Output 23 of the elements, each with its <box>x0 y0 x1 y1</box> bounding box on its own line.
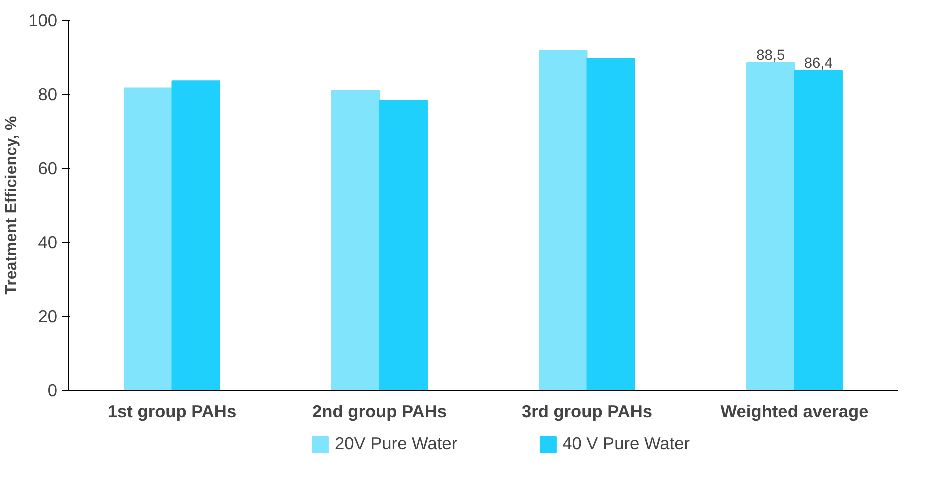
bar <box>539 50 588 390</box>
bar <box>172 80 220 390</box>
y-tick-label: 40 <box>38 232 58 252</box>
bar <box>379 100 428 390</box>
bar <box>332 90 380 390</box>
bar <box>794 70 843 390</box>
x-tick-label: 3rd group PAHs <box>522 402 653 422</box>
x-tick-label: Weighted average <box>720 402 870 422</box>
data-label: 86,4 <box>804 56 833 72</box>
bar <box>586 58 636 390</box>
legend-label: 40 V Pure Water <box>562 434 690 454</box>
bar <box>746 62 796 390</box>
y-tick-label: 20 <box>38 306 58 326</box>
x-tick-label: 2nd group PAHs <box>312 402 447 422</box>
legend-label: 20V Pure Water <box>334 434 458 454</box>
bar <box>124 88 173 390</box>
y-tick-label: 60 <box>38 158 58 178</box>
y-tick-label: 100 <box>28 10 58 30</box>
y-tick-label: 0 <box>48 380 58 400</box>
data-label: 88,5 <box>756 48 786 64</box>
x-tick-label: 1st group PAHs <box>108 402 237 422</box>
y-tick-label: 80 <box>38 84 58 104</box>
y-axis-title: Treatment Efficiency, % <box>4 116 21 295</box>
